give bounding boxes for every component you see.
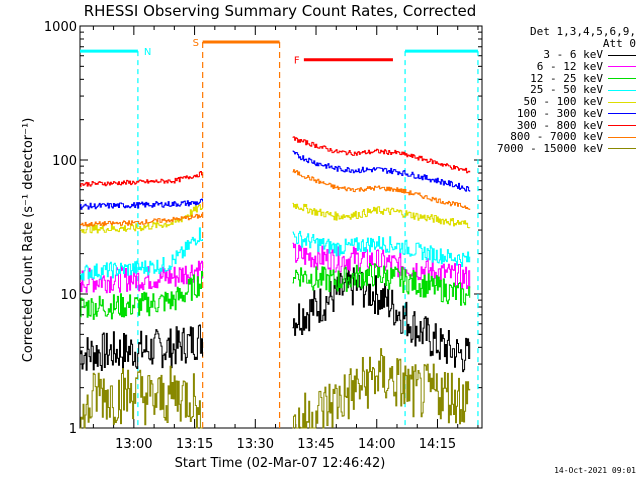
series-line-6-12-kev (292, 242, 471, 290)
legend-entry-swatch (608, 54, 636, 56)
x-tick-label: 14:15 (419, 437, 456, 452)
legend-entry: 25 - 50 keV (482, 84, 636, 96)
footer-date: 14-Oct-2021 09:01 (554, 466, 636, 475)
y-axis-label: Corrected Count Rate (s⁻¹ detector⁻¹) (21, 118, 36, 363)
legend-entry-label: 7000 - 15000 keV (497, 141, 603, 155)
legend-entries: 3 - 6 keV 6 - 12 keV 12 - 25 keV 25 - 50 ke… (482, 49, 636, 154)
state-annotations: N S F (80, 38, 479, 428)
series-line-7000-15000-kev (80, 365, 203, 429)
legend-entry: 12 - 25 keV (482, 73, 636, 85)
x-tick-labels: 13:00 13:15 13:30 13:45 14:00 14:15 (115, 437, 456, 452)
y-tick-label: 100 (52, 154, 77, 169)
series-line-50-100-kev (80, 204, 203, 234)
legend-entry-label: 300 - 800 keV (516, 118, 603, 132)
x-axis-label: Start Time (02-Mar-07 12:46:42) (175, 456, 386, 471)
series-line-300-800-kev (292, 136, 471, 174)
plot-frame (79, 25, 483, 429)
legend-entry: 3 - 6 keV (482, 49, 636, 61)
legend-entry: 300 - 800 keV (482, 118, 636, 132)
legend-entry: 100 - 300 keV (482, 108, 636, 120)
legend-entry-swatch (608, 124, 636, 126)
legend-header-attenuator: Att 0 (602, 36, 636, 50)
series-line-50-100-kev (292, 202, 471, 229)
legend-entry-swatch (608, 89, 636, 91)
legend-entry-label: 800 - 7000 keV (510, 130, 603, 144)
legend-entry-swatch (608, 148, 636, 150)
series-line-12-25-kev (292, 263, 471, 306)
legend-entry-swatch (608, 101, 636, 103)
legend-entry-swatch (608, 113, 636, 115)
legend-entry-label: 3 - 6 keV (543, 48, 603, 62)
legend-entry-label: 25 - 50 keV (530, 83, 603, 97)
legend-entry-label: 50 - 100 keV (523, 95, 603, 109)
legend-entry-label: 100 - 300 keV (516, 106, 603, 120)
chart-title: RHESSI Observing Summary Count Rates, Co… (84, 2, 477, 20)
series-line-3-6-kev (292, 267, 471, 373)
legend-entry-label: 12 - 25 keV (530, 71, 603, 85)
legend-entry: 50 - 100 keV (482, 96, 636, 108)
y-tick-label: 1000 (44, 20, 77, 35)
series-line-100-300-kev (292, 150, 471, 192)
x-tick-label: 13:45 (297, 437, 334, 452)
annotation-saa-label: S (193, 38, 199, 49)
series-line-300-800-kev (80, 171, 203, 187)
series-line-25-50-kev (292, 230, 471, 267)
x-tick-label: 14:00 (358, 437, 395, 452)
series-line-3-6-kev (80, 324, 203, 371)
y-tick-label: 1 (69, 422, 77, 437)
legend-entry-label: 6 - 12 keV (536, 60, 603, 74)
y-tick-label: 10 (60, 288, 77, 303)
annotation-flare-label: F (294, 56, 300, 67)
x-tick-label: 13:30 (237, 437, 274, 452)
legend-entry-swatch (608, 136, 636, 138)
series-line-100-300-kev (80, 198, 203, 210)
series-line-800-7000-kev (80, 213, 203, 227)
legend-entry: 800 - 7000 keV (482, 131, 636, 143)
x-tick-label: 13:15 (176, 437, 213, 452)
y-tick-labels: 1 10 100 1000 (44, 20, 77, 437)
legend-entry: 6 - 12 keV (482, 61, 636, 73)
axis-ticks (80, 25, 482, 429)
legend-entry-swatch (608, 78, 636, 80)
series-line-25-50-kev (80, 227, 203, 281)
x-tick-label: 13:00 (115, 437, 152, 452)
annotation-night-label: N (144, 47, 151, 58)
legend-entry: 7000 - 15000 keV (482, 143, 636, 155)
series-line-7000-15000-kev (292, 348, 471, 429)
legend-header-detectors: Det 1,3,4,5,6,9, (530, 25, 636, 38)
legend-entry-swatch (608, 66, 636, 68)
series-lines (80, 136, 471, 429)
series-line-12-25-kev (80, 271, 203, 320)
series-line-800-7000-kev (292, 169, 471, 210)
legend: Det 1,3,4,5,6,9, Att 0 3 - 6 keV 6 - 12 k… (482, 26, 636, 155)
